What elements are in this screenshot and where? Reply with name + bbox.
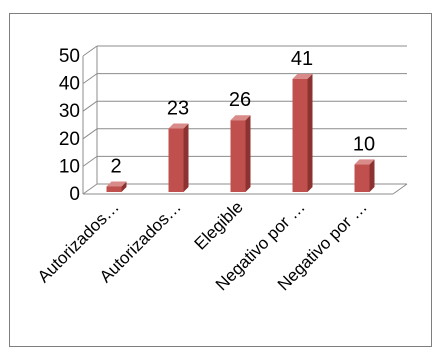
bar-top: [292, 73, 313, 79]
x-axis-labels: Autorizados…Autorizados… ElegibleNegativo…: [34, 197, 371, 294]
gridline-side: [82, 100, 98, 112]
y-tick-label: 0: [69, 184, 80, 205]
bar-top: [354, 159, 375, 165]
gridline-side: [82, 73, 98, 85]
bar-top: [168, 123, 189, 129]
bar: [292, 73, 313, 192]
data-labels: 2 23 26 41 10: [110, 48, 375, 178]
bar: [230, 115, 251, 192]
y-axis-ticks: 0 10 20 30 40 50: [59, 46, 80, 205]
data-label: 2: [110, 155, 121, 177]
bar-top: [230, 115, 251, 121]
gridline-side: [82, 45, 98, 57]
data-label: 10: [353, 133, 375, 155]
gridline-side: [82, 128, 98, 140]
bar-front: [354, 164, 370, 192]
bars: [106, 73, 375, 192]
y-tick-label: 40: [59, 74, 80, 95]
floor-edge: [392, 183, 408, 195]
bar-front: [168, 128, 184, 192]
y-tick-label: 20: [59, 129, 80, 150]
y-tick-label: 50: [59, 46, 80, 67]
bar-side: [245, 115, 251, 192]
bar-side: [307, 73, 313, 192]
bar: [168, 123, 189, 192]
data-label: 41: [291, 48, 313, 70]
x-tick-label: Elegible: [191, 197, 247, 253]
gridline-side: [82, 155, 98, 167]
y-tick-label: 30: [59, 101, 80, 122]
bar: [354, 159, 375, 192]
bar-side: [369, 159, 375, 192]
bar-front: [230, 120, 246, 192]
data-label: 23: [167, 98, 189, 120]
data-label: 26: [229, 89, 251, 111]
bar-side: [121, 181, 127, 192]
y-tick-label: 10: [59, 156, 80, 177]
bar-front: [292, 78, 308, 192]
bar-top: [106, 181, 127, 187]
bar-side: [183, 123, 189, 192]
bar-front: [106, 186, 122, 192]
bar: [106, 181, 127, 192]
gridline-side: [82, 183, 98, 195]
